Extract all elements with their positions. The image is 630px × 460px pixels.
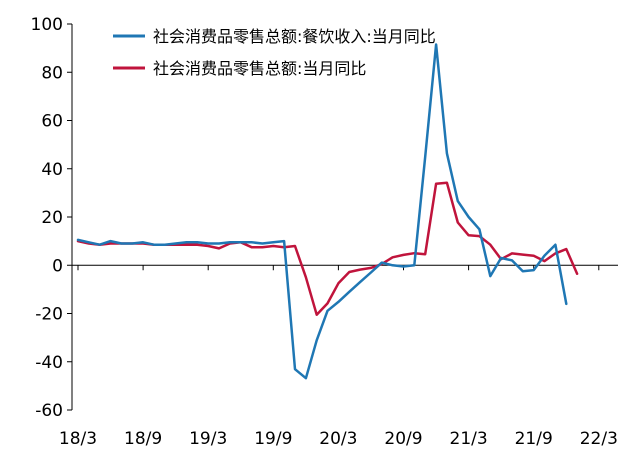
series-lines [76,43,579,380]
x-tick-label: 22/3 [580,429,618,449]
legend-label-catering: 社会消费品零售总额:餐饮收入:当月同比 [153,27,436,46]
x-tick-label: 19/3 [189,429,227,449]
legend-label-retail: 社会消费品零售总额:当月同比 [153,59,366,78]
x-tick-label: 19/9 [254,429,292,449]
y-tick-label: 20 [41,208,63,228]
y-tick-label: 40 [41,160,63,180]
axes [67,23,618,411]
series-line-retail [76,181,579,316]
y-tick-label: 60 [41,112,63,132]
y-tick-label: -60 [35,401,63,421]
x-tick-label: 18/3 [59,429,97,449]
y-tick-label: 0 [52,256,63,276]
y-tick-label: 80 [41,63,63,83]
x-tick-label: 18/9 [124,429,162,449]
y-tick-label: -40 [35,353,63,373]
x-tick-labels: 18/3 18/9 19/3 19/9 20/3 20/9 21/3 21/9 22/3 [59,429,618,449]
legend: 社会消费品零售总额:餐饮收入:当月同比 社会消费品零售总额:当月同比 [113,27,436,78]
series-line-catering [76,43,568,380]
x-tick-label: 21/3 [450,429,488,449]
y-tick-labels: 100 80 60 40 20 0 -20 -40 -60 [31,15,63,421]
x-tick-label: 20/3 [319,429,357,449]
x-tick-label: 20/9 [384,429,422,449]
x-tick-label: 21/9 [515,429,553,449]
y-tick-label: -20 [35,305,63,325]
y-tick-label: 100 [31,15,63,35]
